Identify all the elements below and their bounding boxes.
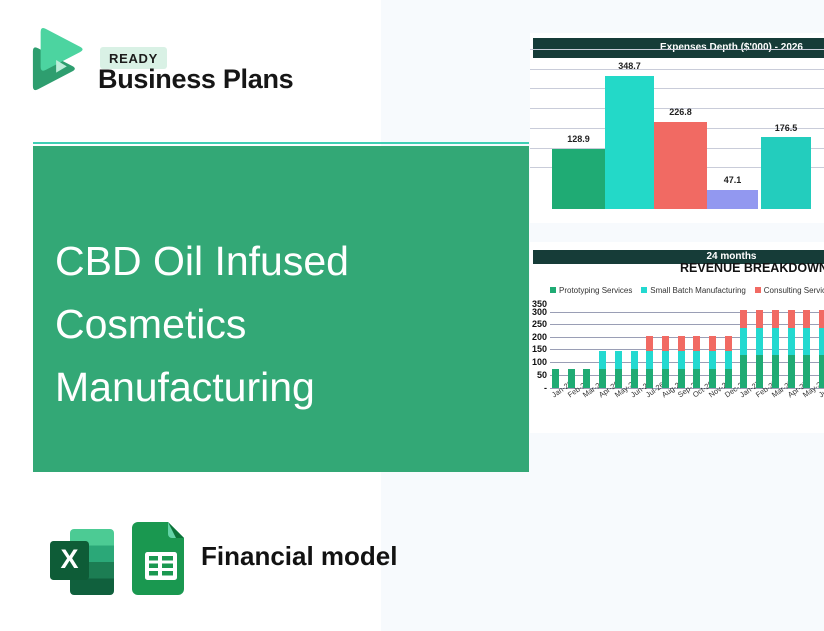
svg-text:X: X xyxy=(60,544,78,574)
